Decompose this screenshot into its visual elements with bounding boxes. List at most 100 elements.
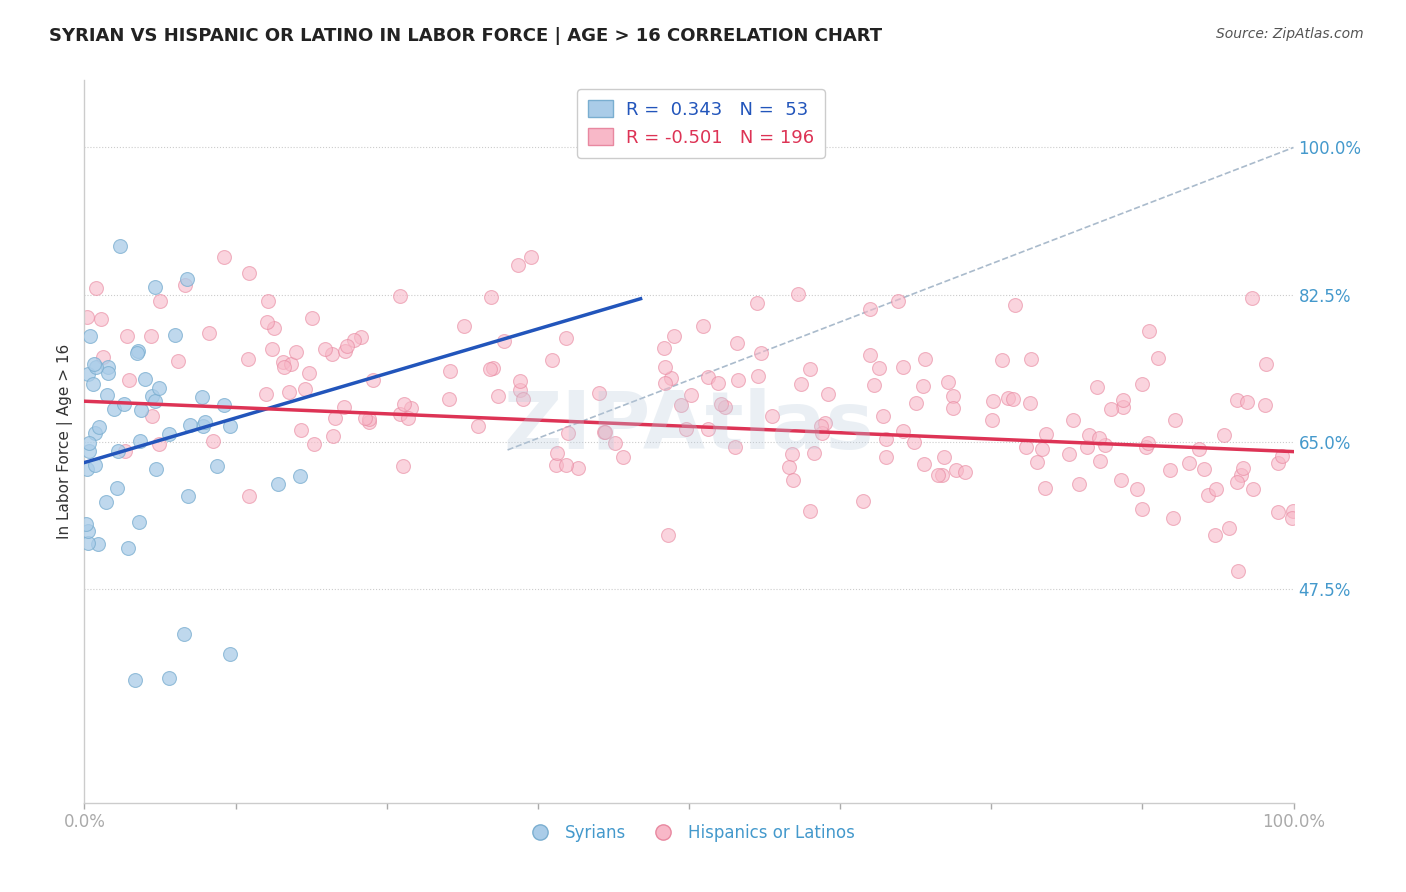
- Point: [280, 357, 302, 371]
- Point: [1253, 398, 1275, 412]
- Point: [814, 417, 837, 431]
- Point: [177, 489, 200, 503]
- Point: [790, 376, 813, 391]
- Point: [1109, 473, 1132, 487]
- Point: [1062, 413, 1084, 427]
- Point: [980, 413, 1002, 427]
- Point: [84, 425, 107, 440]
- Point: [191, 419, 214, 434]
- Point: [96, 388, 118, 402]
- Point: [179, 418, 201, 433]
- Point: [1282, 504, 1305, 518]
- Point: [107, 443, 129, 458]
- Point: [810, 425, 832, 440]
- Point: [875, 432, 897, 446]
- Y-axis label: In Labor Force | Age > 16: In Labor Force | Age > 16: [58, 344, 73, 539]
- Point: [321, 346, 343, 360]
- Point: [852, 494, 875, 508]
- Point: [238, 266, 260, 280]
- Point: [263, 321, 285, 335]
- Point: [803, 445, 825, 459]
- Text: SYRIAN VS HISPANIC OR LATINO IN LABOR FORCE | AGE > 16 CORRELATION CHART: SYRIAN VS HISPANIC OR LATINO IN LABOR FO…: [49, 27, 883, 45]
- Point: [110, 239, 132, 253]
- Point: [77, 524, 100, 538]
- Point: [1101, 401, 1123, 416]
- Point: [323, 411, 346, 425]
- Point: [236, 352, 259, 367]
- Point: [1197, 488, 1219, 502]
- Point: [273, 355, 295, 369]
- Point: [1213, 427, 1236, 442]
- Point: [1254, 358, 1277, 372]
- Point: [350, 329, 373, 343]
- Point: [911, 379, 934, 393]
- Point: [149, 293, 172, 308]
- Point: [1088, 431, 1111, 445]
- Point: [567, 461, 589, 475]
- Point: [859, 348, 882, 362]
- Point: [396, 411, 419, 425]
- Text: ZIPAtlas: ZIPAtlas: [503, 388, 875, 467]
- Point: [934, 450, 956, 465]
- Point: [166, 354, 188, 368]
- Point: [479, 362, 502, 376]
- Point: [1232, 460, 1254, 475]
- Point: [991, 353, 1014, 368]
- Point: [891, 424, 914, 438]
- Point: [1281, 510, 1303, 524]
- Point: [1267, 505, 1289, 519]
- Point: [799, 504, 821, 518]
- Point: [219, 647, 242, 661]
- Point: [659, 371, 682, 385]
- Point: [903, 435, 925, 450]
- Point: [205, 459, 228, 474]
- Point: [509, 383, 531, 397]
- Point: [157, 671, 180, 685]
- Point: [212, 399, 235, 413]
- Point: [87, 537, 110, 551]
- Legend: Syrians, Hispanics or Latinos: Syrians, Hispanics or Latinos: [516, 817, 862, 848]
- Point: [859, 301, 882, 316]
- Point: [710, 397, 733, 411]
- Point: [927, 468, 949, 483]
- Point: [657, 528, 679, 542]
- Point: [392, 459, 415, 474]
- Point: [479, 290, 502, 304]
- Point: [1161, 511, 1184, 525]
- Point: [1126, 483, 1149, 497]
- Point: [112, 397, 135, 411]
- Point: [1226, 475, 1249, 489]
- Point: [936, 375, 959, 389]
- Point: [105, 482, 128, 496]
- Point: [288, 469, 311, 483]
- Point: [256, 315, 278, 329]
- Point: [654, 376, 676, 390]
- Point: [76, 367, 98, 381]
- Point: [201, 434, 224, 448]
- Point: [782, 473, 804, 487]
- Point: [997, 391, 1019, 405]
- Point: [87, 419, 110, 434]
- Point: [872, 409, 894, 424]
- Point: [176, 271, 198, 285]
- Point: [129, 434, 152, 448]
- Point: [198, 326, 221, 340]
- Point: [354, 411, 377, 425]
- Point: [486, 389, 509, 403]
- Point: [254, 386, 277, 401]
- Point: [453, 319, 475, 334]
- Point: [810, 419, 832, 434]
- Point: [817, 387, 839, 401]
- Point: [1241, 482, 1264, 496]
- Point: [194, 415, 217, 429]
- Point: [654, 360, 676, 375]
- Point: [612, 450, 634, 464]
- Point: [128, 515, 150, 529]
- Point: [467, 419, 489, 434]
- Point: [747, 368, 769, 383]
- Point: [1026, 455, 1049, 469]
- Point: [343, 333, 366, 347]
- Point: [652, 342, 675, 356]
- Point: [79, 329, 101, 343]
- Point: [887, 294, 910, 309]
